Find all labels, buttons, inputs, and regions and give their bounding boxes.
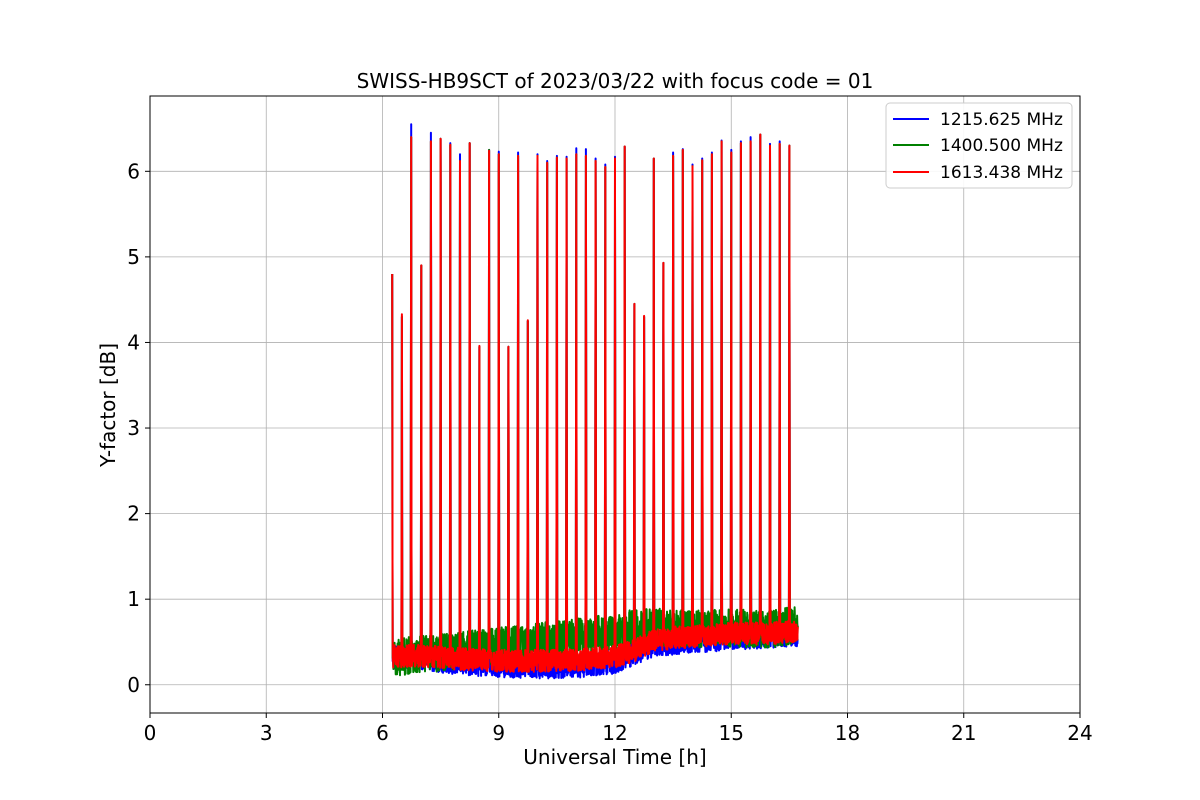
- y-tick-label: 6: [127, 159, 140, 183]
- x-tick-label: 0: [144, 721, 157, 745]
- x-tick-label: 12: [602, 721, 627, 745]
- x-axis-ticks: 0 3 6 9 12 15 18 21 24: [144, 713, 1093, 745]
- legend-box: [885, 102, 1073, 189]
- x-tick-label: 6: [376, 721, 389, 745]
- legend-label-1400: 1400.500 MHz: [940, 136, 1063, 156]
- y-tick-label: 0: [127, 673, 140, 697]
- y-tick-label: 1: [127, 587, 140, 611]
- y-tick-label: 5: [127, 245, 140, 269]
- x-tick-label: 18: [835, 721, 860, 745]
- x-tick-label: 24: [1067, 721, 1092, 745]
- x-tick-label: 21: [951, 721, 976, 745]
- legend-label-1613: 1613.438 MHz: [940, 163, 1063, 183]
- chart-title: SWISS-HB9SCT of 2023/03/22 with focus co…: [357, 69, 874, 93]
- legend-label-1215: 1215.625 MHz: [940, 110, 1063, 130]
- x-tick-label: 3: [260, 721, 273, 745]
- legend: 1215.625 MHz 1400.500 MHz 1613.438 MHz: [885, 102, 1073, 189]
- x-tick-label: 9: [492, 721, 505, 745]
- y-axis-label: Y-factor [dB]: [96, 343, 120, 468]
- y-tick-label: 2: [127, 502, 140, 526]
- y-tick-label: 3: [127, 416, 140, 440]
- series-line-2: [391, 133, 799, 673]
- x-tick-label: 15: [719, 721, 744, 745]
- y-axis-ticks: 0 1 2 3 4 5 6: [127, 159, 150, 697]
- plot-series: [391, 123, 799, 680]
- y-tick-label: 4: [127, 330, 140, 354]
- x-axis-label: Universal Time [h]: [523, 745, 706, 769]
